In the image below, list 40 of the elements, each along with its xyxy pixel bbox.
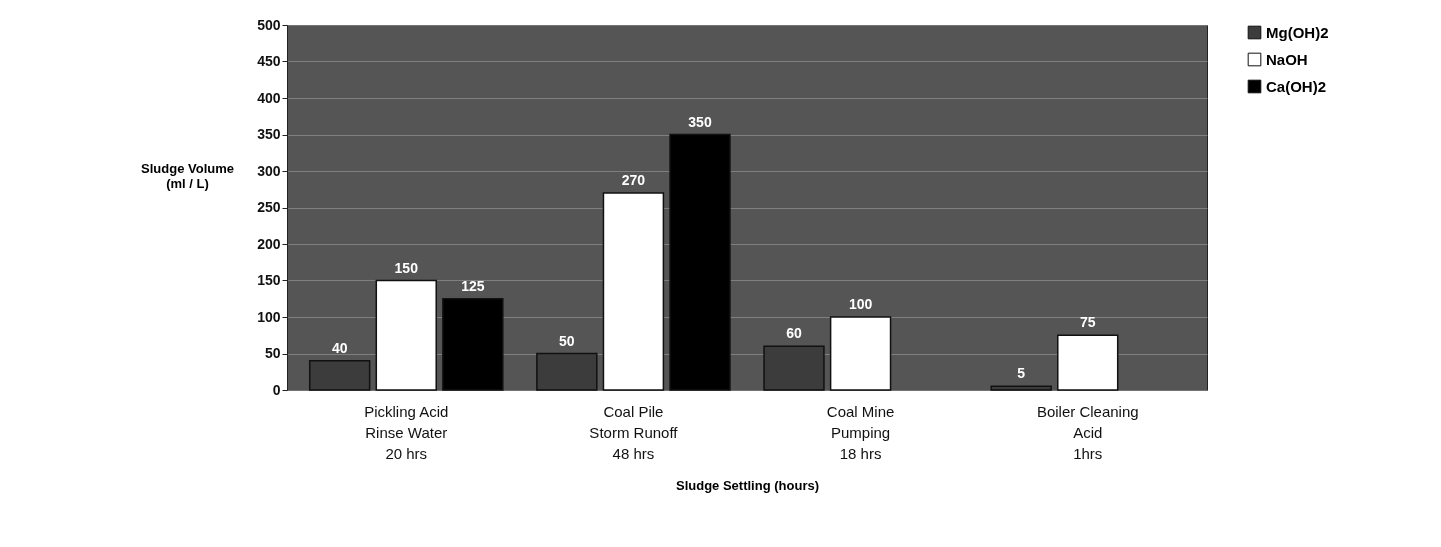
y-tick-label: 300 — [257, 162, 281, 179]
y-axis-title: Sludge Volume (ml / L) — [141, 160, 234, 191]
legend-label: Ca(OH)2 — [1266, 77, 1327, 95]
y-tick-label: 150 — [257, 272, 281, 288]
y-tick-label: 0 — [272, 381, 281, 398]
x-axis-title: Sludge Settling (hours) — [676, 477, 819, 493]
data-label: 75 — [1079, 314, 1096, 331]
data-label: 150 — [394, 259, 419, 276]
data-label: 60 — [786, 325, 802, 342]
y-tick-label: 250 — [257, 199, 281, 215]
y-tick-label: 400 — [257, 89, 281, 106]
y-tick-label: 500 — [257, 16, 281, 33]
x-tick-label: Coal Mine Pumping 18 hrs — [826, 402, 895, 462]
bar — [829, 316, 892, 391]
y-tick-label: 450 — [257, 53, 281, 69]
bar — [602, 192, 665, 391]
y-tick-label: 100 — [257, 308, 281, 325]
y-tick-label: 50 — [264, 345, 281, 361]
bar — [536, 352, 598, 391]
x-tick-label: Coal Pile Storm Runoff 48 hrs — [589, 402, 679, 462]
data-label: 50 — [559, 332, 575, 349]
bar — [1057, 334, 1119, 391]
data-label: 125 — [461, 277, 485, 294]
bar — [763, 345, 825, 391]
y-tick-label: 200 — [257, 235, 281, 252]
data-label: 100 — [848, 296, 873, 312]
bar — [669, 133, 731, 391]
legend-label: NaOH — [1266, 50, 1308, 68]
data-label: 40 — [331, 339, 348, 356]
data-label: 5 — [1017, 365, 1026, 382]
bar — [442, 298, 504, 391]
legend-label: Mg(OH)2 — [1266, 23, 1329, 41]
bar — [308, 360, 371, 391]
data-label: 350 — [688, 113, 712, 130]
bar — [990, 385, 1052, 391]
x-tick-label: Pickling Acid Rinse Water 20 hrs — [364, 402, 449, 462]
bar — [375, 279, 437, 391]
data-label: 270 — [621, 171, 646, 188]
y-tick-label: 350 — [257, 126, 281, 142]
x-tick-label: Boiler Cleaning Acid 1hrs — [1036, 402, 1139, 462]
